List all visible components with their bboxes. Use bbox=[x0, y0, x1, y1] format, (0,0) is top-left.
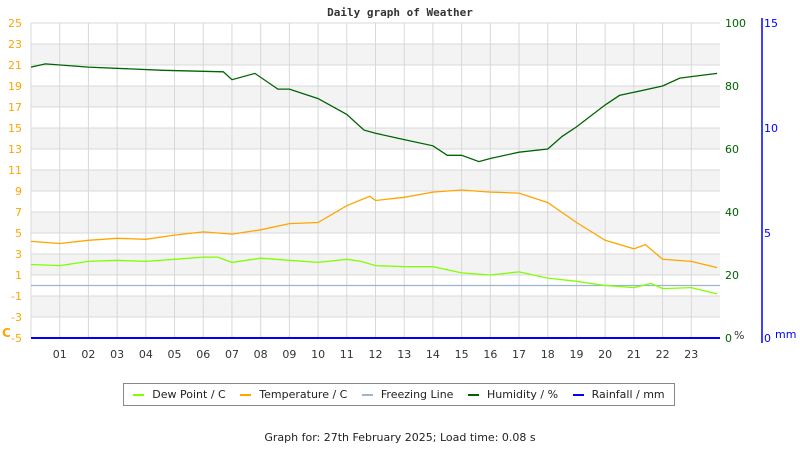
legend-swatch bbox=[240, 393, 252, 396]
y-tick-label-humidity: 60 bbox=[725, 143, 739, 156]
legend-label: Dew Point / C bbox=[152, 388, 226, 401]
legend-item-humidity: Humidity / % bbox=[468, 388, 558, 401]
x-tick-label: 09 bbox=[282, 348, 296, 361]
series-line-dew-point bbox=[30, 256, 718, 295]
legend: Dew Point / C Temperature / C Freezing L… bbox=[123, 383, 675, 406]
x-tick-label: 05 bbox=[168, 348, 182, 361]
y-tick-label-humidity: 20 bbox=[725, 269, 739, 282]
legend-swatch bbox=[361, 393, 373, 396]
y-tick-label-humidity: 0 bbox=[725, 332, 732, 345]
x-tick-label: 17 bbox=[512, 348, 526, 361]
legend-swatch bbox=[468, 393, 480, 396]
x-tick-label: 02 bbox=[81, 348, 95, 361]
x-tick-label: 07 bbox=[225, 348, 239, 361]
legend-swatch bbox=[572, 393, 584, 396]
legend-item-dew-point: Dew Point / C bbox=[133, 388, 226, 401]
x-tick-label: 23 bbox=[684, 348, 698, 361]
chart-title: Daily graph of Weather bbox=[327, 6, 473, 19]
y-axis-label-rain: mm bbox=[775, 328, 796, 341]
x-tick-label: 03 bbox=[110, 348, 124, 361]
x-tick-label: 08 bbox=[254, 348, 268, 361]
y-tick-label-left: 1 bbox=[15, 269, 22, 282]
x-tick-label: 14 bbox=[426, 348, 440, 361]
y-tick-label-left: -3 bbox=[11, 311, 22, 324]
legend-item-freezing-line: Freezing Line bbox=[361, 388, 454, 401]
y-tick-label-left: 13 bbox=[8, 143, 22, 156]
y-tick-label-left: 25 bbox=[8, 17, 22, 30]
y-tick-label-left: 15 bbox=[8, 122, 22, 135]
y-tick-label-left: 7 bbox=[15, 206, 22, 219]
legend-label: Temperature / C bbox=[259, 388, 348, 401]
x-tick-label: 20 bbox=[598, 348, 612, 361]
legend-item-rainfall: Rainfall / mm bbox=[572, 388, 665, 401]
y-tick-label-rain: 10 bbox=[764, 122, 778, 135]
x-tick-label: 15 bbox=[455, 348, 469, 361]
x-tick-label: 01 bbox=[53, 348, 67, 361]
y-axis-label-humidity: % bbox=[734, 329, 744, 342]
y-tick-label-left: 23 bbox=[8, 38, 22, 51]
x-tick-label: 18 bbox=[541, 348, 555, 361]
y-tick-label-left: 19 bbox=[8, 80, 22, 93]
legend-label: Humidity / % bbox=[487, 388, 559, 401]
y-tick-label-rain: 5 bbox=[764, 227, 771, 240]
y-tick-label-humidity: 100 bbox=[725, 17, 746, 30]
y-tick-label-rain: 0 bbox=[764, 332, 771, 345]
legend-item-temperature: Temperature / C bbox=[240, 388, 347, 401]
y-tick-label-left: 11 bbox=[8, 164, 22, 177]
y-tick-label-left: 9 bbox=[15, 185, 22, 198]
y-tick-label-rain: 15 bbox=[764, 17, 778, 30]
y-tick-label-left: 21 bbox=[8, 59, 22, 72]
y-tick-label-left: 17 bbox=[8, 101, 22, 114]
footer-status: Graph for: 27th February 2025; Load time… bbox=[264, 431, 536, 444]
legend-swatch bbox=[133, 393, 145, 396]
y-tick-label-left: -5 bbox=[11, 332, 22, 345]
x-tick-label: 04 bbox=[139, 348, 153, 361]
series-line-humidity bbox=[30, 63, 718, 163]
y-axis-label-left: C bbox=[2, 326, 11, 340]
y-tick-label-humidity: 80 bbox=[725, 80, 739, 93]
series-line-temperature bbox=[30, 189, 718, 269]
x-tick-label: 12 bbox=[369, 348, 383, 361]
legend-label: Rainfall / mm bbox=[591, 388, 665, 401]
y-tick-label-humidity: 40 bbox=[725, 206, 739, 219]
x-tick-label: 22 bbox=[656, 348, 670, 361]
x-tick-label: 11 bbox=[340, 348, 354, 361]
y-tick-label-left: 3 bbox=[15, 248, 22, 261]
x-tick-label: 13 bbox=[397, 348, 411, 361]
y-tick-label-left: -1 bbox=[11, 290, 22, 303]
x-tick-label: 16 bbox=[483, 348, 497, 361]
x-tick-label: 06 bbox=[196, 348, 210, 361]
x-tick-label: 10 bbox=[311, 348, 325, 361]
y-tick-label-left: 5 bbox=[15, 227, 22, 240]
legend-label: Freezing Line bbox=[380, 388, 454, 401]
x-tick-label: 19 bbox=[569, 348, 583, 361]
x-tick-label: 21 bbox=[627, 348, 641, 361]
